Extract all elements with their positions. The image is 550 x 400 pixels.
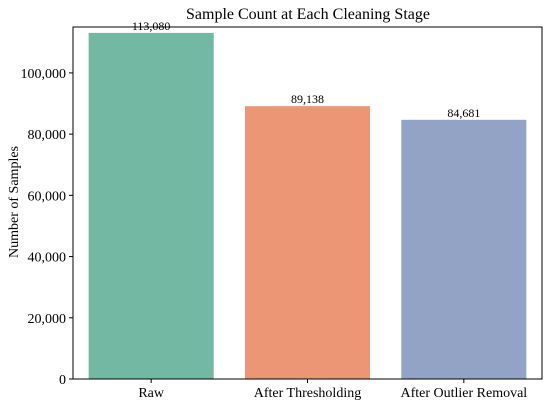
data-labels-group: 113,080 89,138 84,681 [132,19,480,120]
bar-1 [244,106,371,379]
x-tick-label-0: Raw [138,386,165,400]
y-tick-label-5: 100,000 [21,67,67,82]
chart-title: Sample Count at Each Cleaning Stage [186,6,430,23]
y-tick-label-0: 0 [59,373,66,388]
y-tick-label-2: 40,000 [28,251,67,266]
plot-frame [72,26,543,380]
bars-group [88,32,527,380]
bar-0 [88,32,214,380]
y-tick-label-4: 80,000 [28,128,67,143]
x-axis-ticks: Raw After Thresholding After Outlier Remov… [138,379,527,400]
bar-2 [401,119,527,380]
y-tick-label-3: 60,000 [28,189,67,204]
data-label-1: 89,138 [291,92,324,106]
data-label-0: 113,080 [132,19,171,33]
y-axis-ticks: 0 20,000 40,000 60,000 80,000 100,000 [21,67,73,388]
data-label-2: 84,681 [447,106,480,120]
x-tick-label-2: After Outlier Removal [400,386,527,400]
y-axis-label: Number of Samples [7,146,22,258]
x-tick-label-1: After Thresholding [254,386,361,400]
y-tick-label-1: 20,000 [28,312,67,327]
